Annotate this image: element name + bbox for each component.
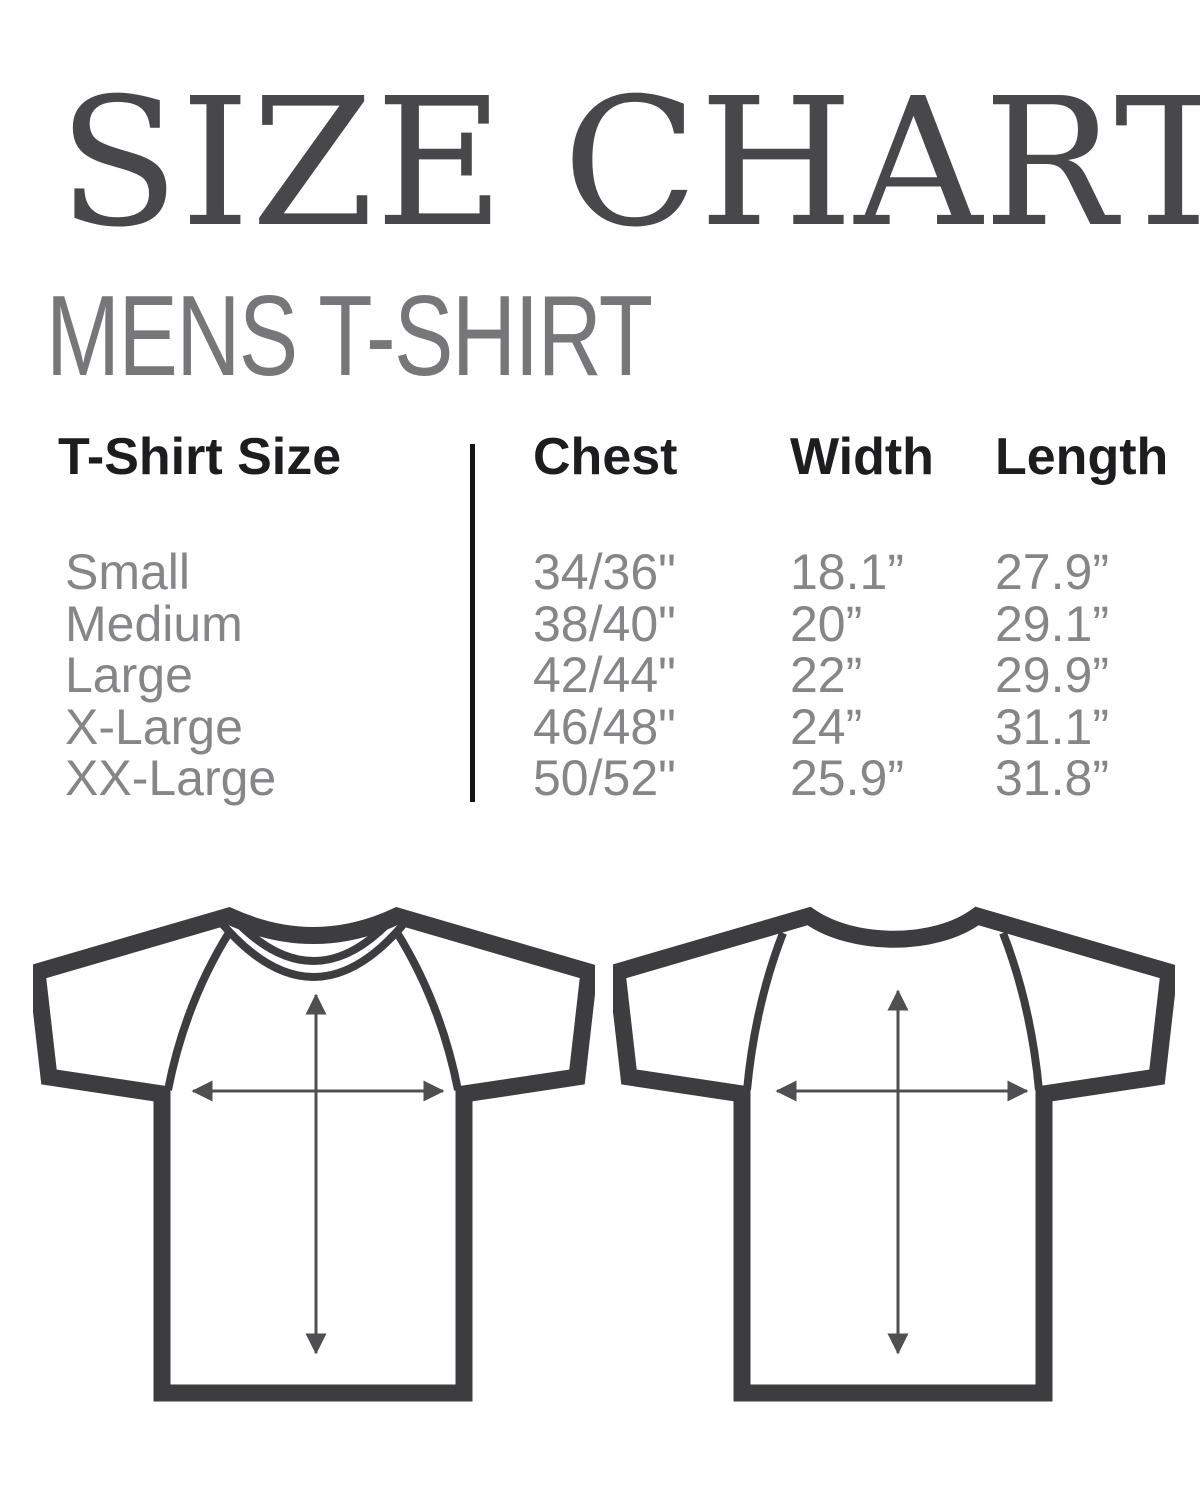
armhole-seam-left: [164, 928, 234, 1091]
tshirt-back-outline: [613, 906, 1175, 1402]
tshirt-front-outline: [33, 906, 595, 1402]
width-value: 20”: [790, 595, 863, 652]
width-value: 18.1”: [790, 544, 904, 600]
column-header-size: T-Shirt Size: [58, 428, 342, 486]
size-label: Large: [65, 647, 193, 703]
width-value: 22”: [790, 647, 863, 703]
armhole-seam-right: [392, 928, 462, 1091]
tshirt-back-diagram: [613, 906, 1175, 1402]
length-value: 29.9”: [995, 647, 1109, 703]
column-header-length: Length: [995, 428, 1169, 486]
chest-value: 42/44": [533, 647, 676, 703]
chest-value: 46/48": [533, 698, 676, 755]
table-row: Medium 38/40" 20” 29.1”: [0, 595, 1200, 652]
chest-value: 34/36": [533, 544, 676, 600]
size-label: X-Large: [65, 698, 243, 755]
table-row: XX-Large 50/52" 25.9” 31.8”: [0, 749, 1200, 806]
chest-value: 50/52": [533, 750, 676, 806]
size-label: Small: [65, 544, 191, 600]
page-title: SIZE CHART: [58, 60, 1200, 266]
chest-value: 38/40": [533, 595, 676, 652]
column-header-width: Width: [790, 428, 934, 486]
table-header-row: T-Shirt Size Chest Width Length: [0, 431, 1200, 483]
width-value: 25.9”: [790, 750, 904, 806]
collar-inner-arc: [230, 915, 396, 965]
length-value: 27.9”: [995, 544, 1109, 600]
table-body: Small 34/36" 18.1” 27.9” Medium 38/40" 2…: [0, 543, 1200, 806]
collar-outer-arc: [215, 917, 411, 981]
column-header-chest: Chest: [533, 428, 678, 486]
length-value: 31.8”: [995, 750, 1109, 806]
size-label: XX-Large: [65, 750, 277, 806]
tshirt-front-diagram: [33, 906, 595, 1402]
table-row: Large 42/44" 22” 29.9”: [0, 646, 1200, 703]
page-subtitle: MENS T-SHIRT: [46, 273, 653, 400]
table-row: Small 34/36" 18.1” 27.9”: [0, 543, 1200, 600]
armhole-seam-right: [999, 931, 1043, 1091]
length-value: 29.1”: [995, 595, 1109, 652]
armhole-seam-left: [743, 931, 787, 1091]
size-label: Medium: [65, 595, 243, 652]
length-value: 31.1”: [995, 698, 1109, 755]
table-vertical-divider: [470, 444, 475, 802]
table-row: X-Large 46/48" 24” 31.1”: [0, 698, 1200, 755]
width-value: 24”: [790, 698, 863, 755]
